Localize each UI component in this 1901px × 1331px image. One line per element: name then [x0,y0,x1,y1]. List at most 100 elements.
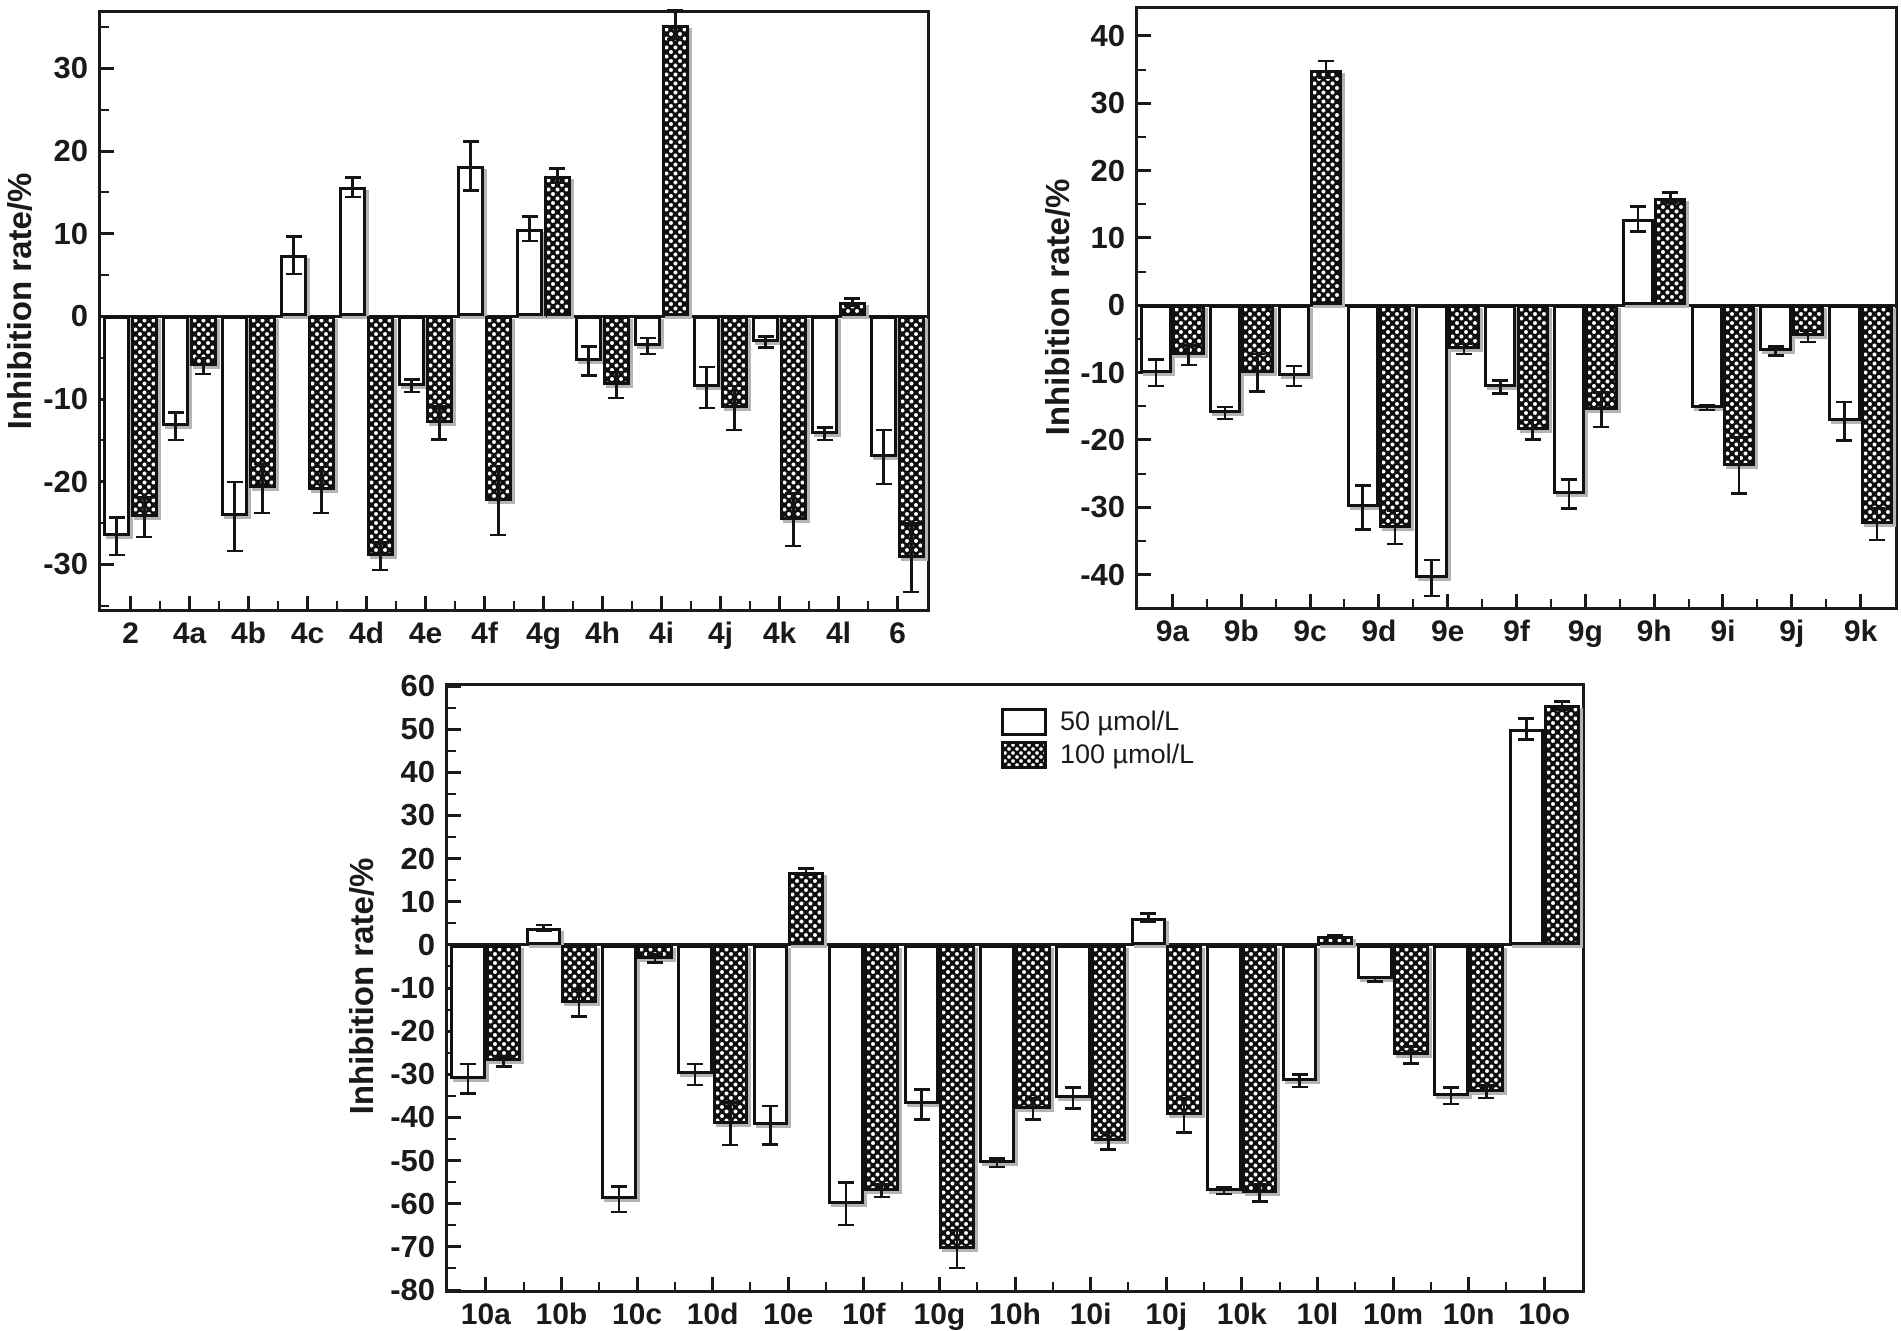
error-bar-6-50umol-cap-bottom [875,482,892,486]
y-tick-label: 20 [400,840,435,876]
error-bar-4d-50umol-cap-bottom [344,195,361,199]
legend-item-100: 100 µmol/L [1001,738,1194,771]
y-minor-tick [101,26,109,29]
bar-10i-100umol [1090,944,1127,1142]
y-major-tick [448,857,461,861]
x-minor-tick [1127,1282,1130,1290]
y-tick-label: 0 [70,298,88,334]
error-bar-9g-50umol-cap-top [1561,478,1578,481]
error-bar-4i-100umol [674,9,677,40]
y-minor-tick [1138,270,1146,273]
error-bar-2-100umol-cap-bottom [136,535,153,539]
error-bar-9b-100umol-cap-bottom [1249,390,1266,393]
x-tick-label: 4e [408,617,443,650]
bar-10f-50umol [828,944,864,1204]
error-bar-4e-50umol [410,379,413,393]
y-tick-label: 0 [417,926,435,962]
error-bar-9f-100umol [1531,419,1534,440]
error-bar-9j-50umol-cap-bottom [1767,354,1784,357]
x-major-tick [1239,594,1243,607]
error-bar-9a-100umol-cap-top [1180,344,1197,347]
error-bar-9h-50umol-cap-bottom [1629,230,1646,233]
error-bar-4l-50umol-cap-top [816,426,833,429]
error-bar-4i-100umol-cap-top [667,8,684,12]
x-major-tick [896,596,899,609]
error-bar-10g-100umol-cap-bottom [949,1266,966,1270]
y-tick-label: -10 [43,381,88,417]
x-major-tick [711,1277,715,1290]
error-bar-9j-50umol [1774,346,1777,356]
x-minor-tick [336,601,338,609]
error-bar-4f-100umol [497,465,500,536]
bar-2-100umol [130,316,159,518]
error-bar-4a-50umol-cap-bottom [167,438,184,442]
error-bar-4b-100umol [261,463,264,514]
error-bar-10k-50umol-cap-top [1216,1186,1233,1189]
error-bar-4k-100umol [792,493,795,547]
error-bar-10b-100umol [577,989,581,1017]
x-major-tick [365,596,368,609]
error-bar-10c-50umol [617,1186,621,1213]
error-bar-9k-50umol-cap-bottom [1836,439,1853,442]
x-tick-label: 4i [648,617,675,650]
error-bar-9k-100umol [1875,508,1878,541]
error-bar-10m-50umol [1373,977,1377,982]
x-minor-tick [572,601,574,609]
error-bar-4i-50umol [646,337,649,355]
error-bar-10f-100umol-cap-bottom [873,1195,890,1199]
y-minor-tick [448,1181,456,1184]
error-bar-4b-100umol-cap-top [254,462,271,465]
bar-10i-50umol [1055,944,1091,1098]
error-bar-9i-100umol-cap-bottom [1731,492,1748,495]
y-major-tick [101,149,114,153]
x-tick-label: 4l [825,617,852,650]
error-bar-9h-100umol-cap-bottom [1662,201,1679,204]
error-bar-10l-100umol-cap-bottom [1327,936,1344,939]
y-minor-tick [448,836,456,838]
error-bar-4i-50umol-cap-bottom [639,352,656,356]
error-bar-4d-100umol-cap-bottom [372,568,389,572]
error-bar-9d-100umol-cap-bottom [1387,542,1404,546]
x-minor-tick [867,601,869,609]
error-bar-10m-100umol [1409,1046,1413,1064]
y-minor-tick [448,922,456,925]
y-major-tick [448,1202,461,1206]
y-minor-tick [448,1224,456,1227]
error-bar-9e-100umol-cap-top [1455,342,1472,346]
error-bar-10i-100umol-cap-top [1100,1131,1117,1135]
error-bar-4k-50umol-cap-bottom [757,346,774,349]
x-major-tick [601,596,604,609]
bar-4k-100umol [779,316,808,520]
chart-compounds-10: Inhibition rate/% 60 50 40 30 20 10 0 -10 -20 -30… [343,670,1585,1331]
error-bar-4a-50umol [174,412,177,441]
x-major-tick [1308,594,1312,607]
x-minor-tick [1205,599,1208,607]
error-bar-9c-50umol [1292,365,1296,387]
x-tick-label: 9i [1710,615,1736,648]
x-minor-tick [1354,1282,1357,1290]
error-bar-10d-100umol-cap-top [722,1101,739,1104]
x-tick-label: 10m [1362,1298,1424,1331]
bar-10a-50umol [450,944,486,1079]
error-bar-9i-100umol [1737,437,1741,494]
bar-9c-50umol [1277,305,1311,376]
error-bar-4e-50umol-cap-top [403,378,420,381]
error-bar-9i-50umol [1705,404,1709,411]
bar-10n-100umol [1468,944,1505,1092]
bar-4d-100umol [366,316,395,557]
x-tick-label: 10k [1216,1298,1267,1331]
x-major-tick [660,596,663,609]
error-bar-4c-50umol [292,236,295,275]
x-major-tick [862,1277,866,1290]
error-bar-10j-100umol-cap-bottom [1175,1131,1192,1134]
y-tick-label: 50 [400,711,435,747]
error-bar-10h-100umol-cap-top [1024,1097,1041,1100]
chart-compounds-9: Inhibition rate/% 40 30 20 10 0 -10 -20 -30 -40 9… [1039,6,1898,648]
x-minor-tick [513,601,515,609]
error-bar-10h-50umol [995,1158,999,1168]
y-tick-label: -40 [390,1099,435,1135]
legend-swatch-100umol [1001,740,1047,769]
x-major-tick [719,596,722,609]
x-minor-tick [1343,599,1346,607]
error-bar-10b-50umol-cap-bottom [535,929,552,932]
